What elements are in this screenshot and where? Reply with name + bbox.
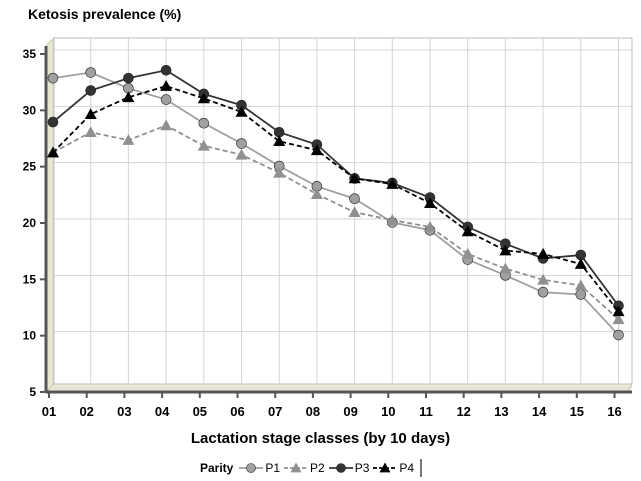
data-point-p4 xyxy=(235,105,248,117)
legend-marker-p2 xyxy=(290,462,302,473)
legend-swatch-p1 xyxy=(239,463,264,473)
x-tick-label: 11 xyxy=(419,404,433,419)
legend-title: Parity xyxy=(200,461,234,475)
series-line-p3 xyxy=(52,69,620,307)
data-point-p3 xyxy=(160,64,172,76)
legend-label-p4: P4 xyxy=(399,461,415,475)
y-axis-title: Ketosis prevalence (%) xyxy=(28,6,182,22)
data-point-p4 xyxy=(612,305,625,317)
data-point-p4 xyxy=(386,178,399,189)
y-tick-label: 20 xyxy=(23,216,37,230)
data-point-p2 xyxy=(537,273,550,285)
data-point-p2 xyxy=(424,220,436,232)
legend-marker-p3 xyxy=(335,463,346,473)
series-line-p2 xyxy=(52,124,620,320)
x-tick-label: 13 xyxy=(494,404,508,419)
data-point-p2 xyxy=(197,139,210,151)
data-point-p2 xyxy=(235,148,248,160)
data-point-p2 xyxy=(574,279,587,291)
data-point-p2 xyxy=(310,188,323,200)
data-point-p2 xyxy=(122,134,135,145)
y-tick-label: 5 xyxy=(29,385,36,399)
data-point-p4 xyxy=(310,144,323,156)
data-point-p1 xyxy=(349,193,360,205)
x-tick-label: 06 xyxy=(230,404,244,419)
line-chart: 5 10 15 20 25 30 35 01 02 03 04 05 06 07 08 09 10 11 12 13 1… xyxy=(23,36,633,419)
data-point-p2 xyxy=(160,119,173,131)
data-point-p4 xyxy=(574,258,587,269)
data-point-p2 xyxy=(461,247,474,259)
data-point-p1 xyxy=(85,67,96,78)
x-tick-label: 03 xyxy=(117,404,131,419)
x-tick-label: 09 xyxy=(343,404,357,419)
data-point-p2 xyxy=(273,166,286,178)
data-point-p1 xyxy=(47,72,59,84)
x-tick-label: 14 xyxy=(532,404,547,419)
x-tick-label: 12 xyxy=(456,404,470,419)
x-tick-label: 07 xyxy=(268,404,282,419)
x-tick-label: 01 xyxy=(42,404,56,419)
x-axis-title: Lactation stage classes (by 10 days) xyxy=(190,430,451,447)
data-point-p4 xyxy=(197,92,210,104)
legend-border xyxy=(420,459,423,477)
legend-label-p1: P1 xyxy=(265,461,281,475)
data-point-p4 xyxy=(122,91,135,103)
data-point-p4 xyxy=(47,146,59,158)
data-point-p1 xyxy=(160,94,172,105)
y-tick-label: 10 xyxy=(23,329,37,343)
data-point-p2 xyxy=(499,262,512,274)
data-point-p4 xyxy=(273,135,286,147)
series-p4 xyxy=(47,80,625,317)
y-tick-label: 35 xyxy=(23,47,37,61)
series-line-p1 xyxy=(52,71,620,336)
data-point-p4 xyxy=(499,244,512,256)
legend-swatch-p2 xyxy=(284,462,309,473)
legend-entry-p4: P4 xyxy=(373,461,414,475)
data-point-p2 xyxy=(348,206,361,218)
legend-label-p2: P2 xyxy=(310,461,325,475)
legend-entry-p2: P2 xyxy=(284,461,325,475)
data-point-p4 xyxy=(537,247,550,259)
legend-label-p3: P3 xyxy=(354,461,370,475)
legend-marker-p4 xyxy=(379,462,391,473)
data-point-p1 xyxy=(537,286,549,298)
data-point-p1 xyxy=(198,117,210,129)
y-tick-label: 30 xyxy=(23,103,37,117)
legend-entry-p1: P1 xyxy=(239,461,280,475)
x-tick-label: 08 xyxy=(306,404,320,419)
y-tick-label: 25 xyxy=(23,160,37,174)
data-point-p4 xyxy=(348,172,361,184)
data-point-p1 xyxy=(575,289,587,300)
data-point-p2 xyxy=(84,126,97,138)
data-point-p2 xyxy=(386,214,399,225)
data-point-p2 xyxy=(612,313,625,325)
data-point-p3 xyxy=(47,116,59,128)
legend-entry-p3: P3 xyxy=(328,461,370,475)
x-tick-label: 05 xyxy=(193,404,207,419)
legend: Parity P1 P2 P3 P4 xyxy=(200,458,423,478)
data-point-p4 xyxy=(424,197,436,209)
data-point-p3 xyxy=(85,85,96,96)
data-point-p1 xyxy=(613,329,624,341)
data-point-p3 xyxy=(123,72,134,84)
y-tick-label: 15 xyxy=(23,272,37,286)
x-tick-label: 04 xyxy=(155,404,170,419)
legend-marker-p1 xyxy=(246,463,257,473)
data-point-p4 xyxy=(84,108,97,120)
x-tick-label: 02 xyxy=(79,404,93,419)
data-point-p1 xyxy=(236,138,247,149)
x-tick-label: 10 xyxy=(381,404,395,419)
x-tick-label: 16 xyxy=(607,404,621,419)
data-point-p4 xyxy=(160,80,173,91)
series-line-p4 xyxy=(52,85,620,312)
x-tick-label: 15 xyxy=(570,404,584,419)
legend-swatch-p4 xyxy=(373,462,398,473)
legend-swatch-p3 xyxy=(328,463,353,473)
data-point-p4 xyxy=(461,225,474,237)
